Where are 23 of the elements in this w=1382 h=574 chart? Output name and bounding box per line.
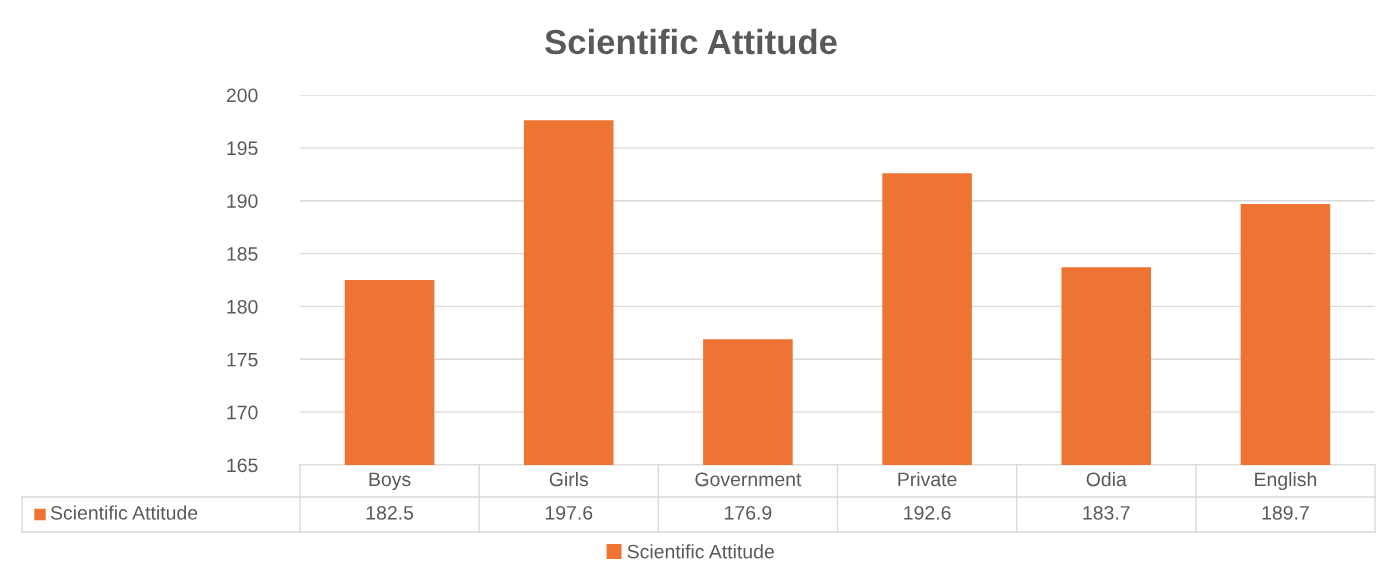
x-tick-label: Boys (369, 472, 411, 491)
x-tick-label: Private (898, 471, 957, 487)
chart-title: Scientific Attitude (545, 28, 837, 55)
data-label: 182.5 (366, 505, 414, 520)
text: Scientific Attitude (50, 505, 198, 520)
legend-label: Scientific Attitude (627, 544, 774, 559)
y-tick-label: 190 (227, 194, 258, 208)
data-label: 189.7 (1262, 505, 1309, 520)
y-tick-label: 195 (227, 141, 258, 156)
data-label: 176.9 (725, 505, 772, 520)
data-label: 197.6 (545, 505, 593, 520)
y-tick-label: 185 (227, 247, 258, 261)
data-label: 192.6 (904, 505, 951, 520)
y-tick-label: 200 (226, 88, 258, 103)
y-tick-label: 175 (227, 352, 258, 367)
x-tick-label: Girls (549, 471, 589, 487)
y-tick-label: 170 (227, 405, 258, 420)
x-tick-label: Odia (1086, 471, 1127, 487)
x-tick-label: Government (695, 472, 802, 487)
data-label: 183.7 (1083, 505, 1130, 520)
y-tick-label: 180 (227, 299, 258, 314)
y-tick-label: 165 (227, 458, 258, 473)
x-tick-label: English (1255, 471, 1317, 491)
